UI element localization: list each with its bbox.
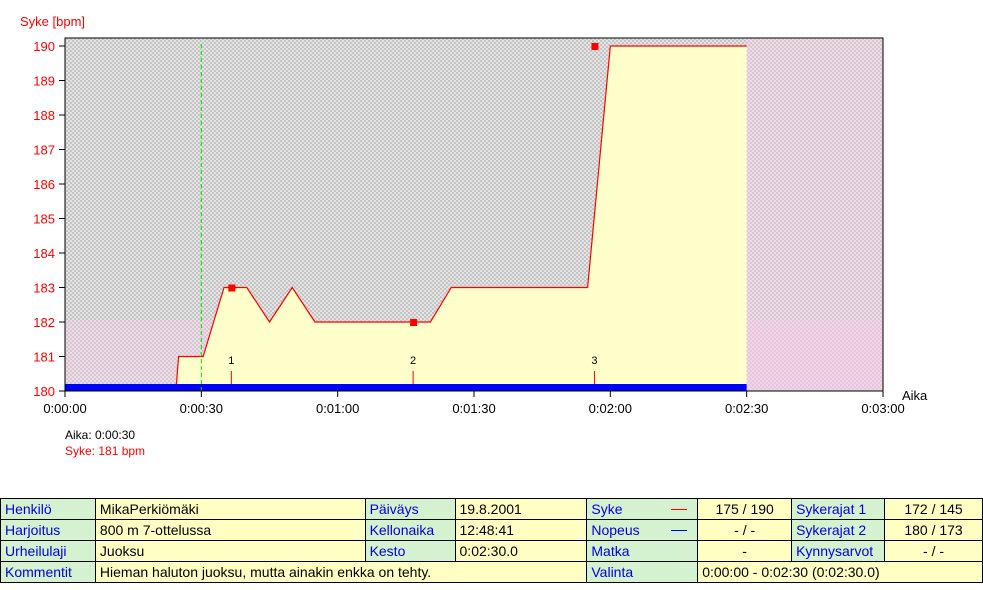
y-tick-label: 180 (33, 384, 55, 399)
cell-text: - / - (734, 522, 756, 538)
cell-text: - (742, 543, 747, 559)
info-value: 180 / 173 (884, 519, 983, 541)
cell-text: Harjoitus (5, 522, 61, 538)
info-value: Hieman haluton juoksu, mutta ainakin enk… (94, 561, 588, 583)
cell-text: 0:02:30.0 (459, 543, 518, 559)
info-value: - (697, 540, 793, 562)
y-tick-label: 182 (33, 315, 55, 330)
info-value: 800 m 7-ottelussa (94, 519, 366, 541)
info-value: 12:48:41 (454, 519, 588, 541)
info-label: Harjoitus (0, 519, 96, 541)
info-row: Urheilulaji Juoksu Kesto 0:02:30.0 Matka - Kyn… (0, 540, 983, 562)
y-tick-label: 181 (33, 350, 55, 365)
cell-text: 12:48:41 (459, 522, 515, 538)
info-label: Henkilö (0, 498, 96, 520)
info-label: Kommentit (0, 561, 96, 583)
cell-text: Kommentit (5, 564, 72, 580)
y-tick-label: 187 (33, 143, 55, 158)
cursor-hr-readout: Syke: 181 bpm (65, 444, 146, 458)
info-value: Juoksu (94, 540, 366, 562)
speed-bar (65, 384, 747, 391)
y-tick-label: 189 (33, 74, 55, 89)
cell-text: Valinta (591, 564, 634, 580)
lap-marker-label: 1 (228, 355, 234, 367)
cursor-time-readout: Aika: 0:00:30 (65, 428, 136, 442)
cell-text: Kellonaika (369, 522, 435, 538)
legend-line-icon (671, 509, 688, 510)
info-label: Sykerajat 2 (791, 519, 886, 541)
lap-hr-marker (228, 284, 236, 292)
exercise-info-table: Henkilö MikaPerkiömäki Päiväys 19.8.2001 Syk… (0, 498, 983, 583)
info-value: 175 / 190 (697, 498, 793, 520)
cell-text: Urheilulaji (5, 543, 67, 559)
info-value: - / - (884, 540, 983, 562)
cell-text: 180 / 173 (904, 522, 963, 538)
info-value: - / - (697, 519, 793, 541)
outside-selection-area (746, 38, 883, 391)
cell-text: Sykerajat 2 (796, 522, 867, 538)
cell-text: Hieman haluton juoksu, mutta ainakin enk… (99, 564, 432, 580)
cell-text: Päiväys (369, 501, 419, 517)
cell-text: Syke (591, 501, 623, 517)
info-label: Kesto (364, 540, 456, 562)
info-row: Harjoitus 800 m 7-ottelussa Kellonaika 12:4… (0, 519, 983, 541)
heart-rate-chart[interactable]: 1 2 3 180 181 182 183 184 185 186 187 188 189 190 0:00… (0, 0, 983, 440)
info-value: 172 / 145 (884, 498, 983, 520)
y-tick-label: 184 (33, 246, 55, 261)
cell-text: Matka (591, 543, 630, 559)
info-label: Päiväys (364, 498, 456, 520)
y-tick-label: 186 (33, 177, 55, 192)
x-tick-label: 0:00:00 (43, 401, 86, 416)
cell-text: - / - (923, 543, 945, 559)
lap-marker-label: 2 (410, 355, 416, 367)
cell-text: Nopeus (591, 522, 640, 538)
cell-text: Juoksu (99, 543, 145, 559)
cell-text: 175 / 190 (715, 501, 774, 517)
cell-text: 800 m 7-ottelussa (99, 522, 212, 538)
cell-text: MikaPerkiömäki (99, 501, 199, 517)
hr-series-line (175, 45, 747, 392)
info-row: Henkilö MikaPerkiömäki Päiväys 19.8.2001 Syk… (0, 498, 983, 520)
y-axis-label: Syke [bpm] (20, 14, 85, 29)
x-tick-label: 0:00:30 (180, 401, 223, 416)
lap-marker-label: 3 (591, 355, 597, 367)
info-label: Syke (586, 498, 699, 520)
x-tick-label: 0:02:30 (725, 401, 768, 416)
x-tick-label: 0:02:00 (589, 401, 632, 416)
cell-text: Sykerajat 1 (796, 501, 867, 517)
info-value: 19.8.2001 (454, 498, 588, 520)
legend-line-icon (671, 530, 688, 531)
info-label: Kynnysarvot (791, 540, 886, 562)
x-tick-label: 0:01:30 (452, 401, 495, 416)
info-label: Kellonaika (364, 519, 456, 541)
x-tick-label: 0:03:00 (861, 401, 904, 416)
x-axis-label: Aika (902, 388, 928, 403)
y-tick-label: 188 (33, 108, 55, 123)
info-label: Nopeus (586, 519, 699, 541)
info-value: 0:02:30.0 (454, 540, 588, 562)
x-tick-label: 0:01:00 (316, 401, 359, 416)
info-row: Kommentit Hieman haluton juoksu, mutta ai… (0, 561, 983, 583)
cell-text: Kesto (369, 543, 406, 559)
hr-area-fill (175, 46, 747, 391)
info-label: Urheilulaji (0, 540, 96, 562)
cell-text: 172 / 145 (904, 501, 963, 517)
y-tick-label: 183 (33, 281, 55, 296)
y-tick-label: 185 (33, 212, 55, 227)
info-value: 0:00:00 - 0:02:30 (0:02:30.0) (697, 561, 983, 583)
cell-text: Kynnysarvot (796, 543, 874, 559)
cell-text: 19.8.2001 (459, 501, 522, 517)
info-value: MikaPerkiömäki (94, 498, 366, 520)
cell-text: 0:00:00 - 0:02:30 (0:02:30.0) (702, 564, 880, 580)
lap-hr-marker (410, 319, 418, 326)
info-label: Sykerajat 1 (791, 498, 886, 520)
cell-text: Henkilö (5, 501, 52, 517)
y-tick-label: 190 (33, 39, 55, 54)
info-label: Valinta (586, 561, 699, 583)
lap-hr-marker (591, 43, 599, 50)
info-label: Matka (586, 540, 699, 562)
